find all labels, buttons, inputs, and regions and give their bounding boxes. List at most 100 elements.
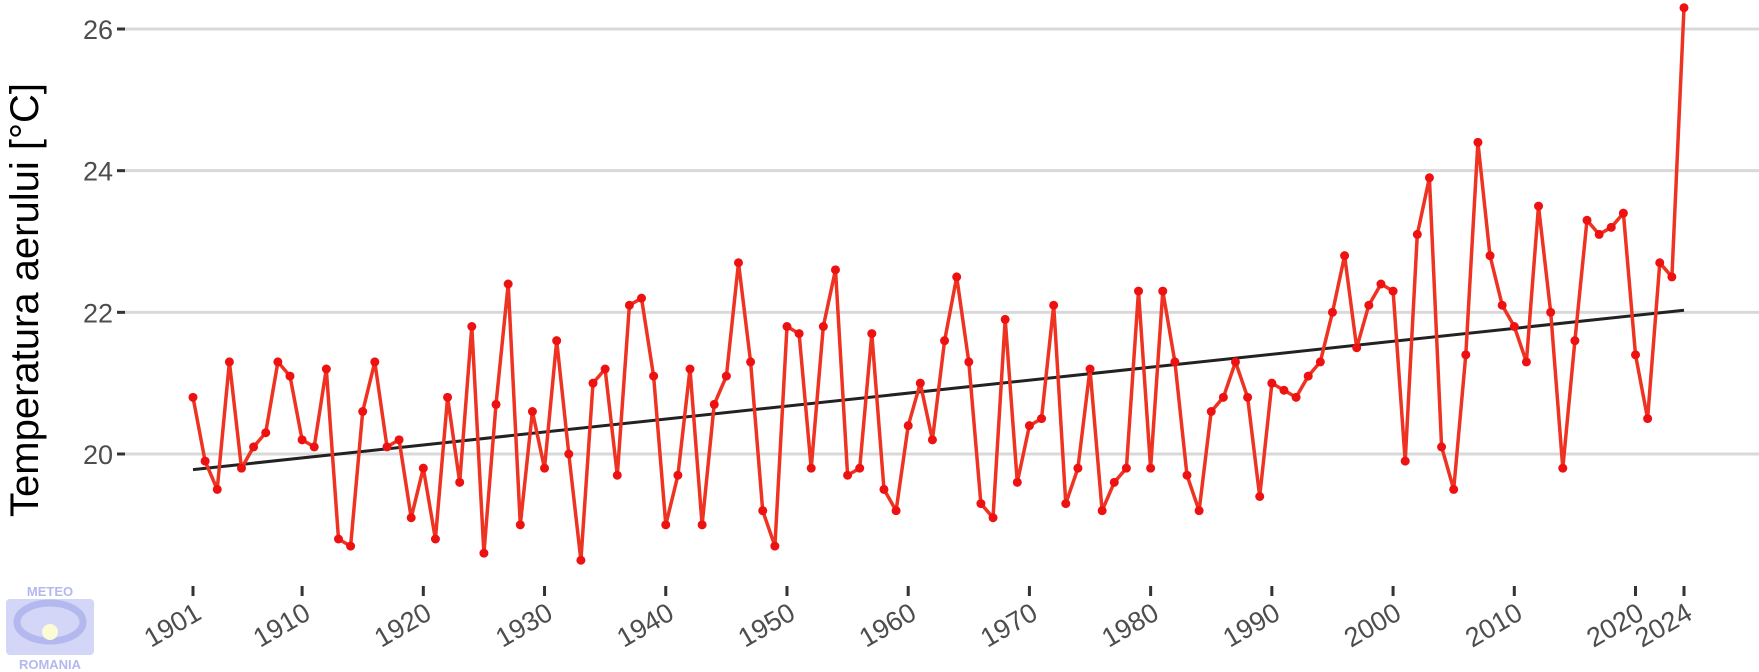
data-point-1969 <box>1012 477 1022 487</box>
data-point-1986 <box>1218 392 1228 402</box>
data-point-1906 <box>249 442 259 452</box>
data-point-1957 <box>867 329 877 339</box>
data-point-1963 <box>940 336 950 346</box>
data-point-1940 <box>661 520 671 530</box>
data-point-1918 <box>394 435 404 445</box>
data-point-1968 <box>1000 314 1010 324</box>
data-point-1971 <box>1037 414 1047 424</box>
data-point-1941 <box>673 470 683 480</box>
data-point-1908 <box>273 357 283 367</box>
data-point-2019 <box>1618 208 1628 218</box>
data-point-1912 <box>321 364 331 374</box>
grid-lines <box>125 27 1759 456</box>
data-point-1958 <box>879 484 889 494</box>
data-point-1916 <box>370 357 380 367</box>
data-point-1989 <box>1255 492 1265 501</box>
data-point-2014 <box>1558 463 1568 473</box>
data-point-1946 <box>733 258 743 268</box>
data-point-1903 <box>212 484 222 494</box>
data-point-1952 <box>806 463 816 473</box>
y-tick-label-22: 22 <box>83 298 113 328</box>
data-point-1948 <box>758 506 768 516</box>
data-point-1966 <box>976 499 986 509</box>
data-point-1905 <box>236 463 246 473</box>
data-point-1997 <box>1352 343 1362 353</box>
data-point-1901 <box>188 392 198 402</box>
data-point-2008 <box>1485 251 1495 261</box>
data-point-1915 <box>358 407 368 416</box>
data-point-1925 <box>479 548 489 558</box>
data-point-1921 <box>430 534 440 544</box>
data-point-1917 <box>382 442 392 452</box>
data-point-1944 <box>709 399 719 409</box>
data-point-1904 <box>224 357 234 367</box>
data-point-1931 <box>552 336 562 346</box>
data-point-1913 <box>333 534 343 544</box>
data-point-1977 <box>1109 477 1119 487</box>
data-point-1985 <box>1206 407 1216 416</box>
data-point-2005 <box>1449 484 1459 494</box>
data-point-1959 <box>891 506 901 516</box>
data-point-1979 <box>1134 286 1144 296</box>
logo-ring <box>13 599 87 645</box>
data-point-1956 <box>855 463 865 473</box>
data-point-1993 <box>1303 371 1313 381</box>
data-point-1949 <box>770 541 780 551</box>
data-point-1960 <box>903 421 913 431</box>
data-point-1910 <box>297 435 307 445</box>
data-point-2012 <box>1534 201 1544 211</box>
data-point-1962 <box>927 435 937 445</box>
data-point-1922 <box>443 392 453 402</box>
x-axis-ticks: 1901 1910 1920 1930 1940 1950 1960 1970 1980 1990… <box>139 586 1697 653</box>
data-point-2017 <box>1594 229 1604 239</box>
x-tick-label-1990: 1990 <box>1218 597 1285 653</box>
data-point-1967 <box>988 513 998 523</box>
data-point-1990 <box>1267 378 1277 388</box>
data-point-1984 <box>1194 506 1204 516</box>
data-point-1991 <box>1279 385 1289 395</box>
data-point-2001 <box>1400 456 1410 466</box>
x-tick-label-1950: 1950 <box>733 597 800 653</box>
data-point-1919 <box>406 513 416 523</box>
data-point-1998 <box>1364 300 1374 310</box>
data-point-1972 <box>1049 300 1059 310</box>
data-point-2016 <box>1582 215 1592 225</box>
data-point-1920 <box>418 463 428 473</box>
data-point-1934 <box>588 378 598 388</box>
data-point-2009 <box>1497 300 1507 310</box>
data-point-1951 <box>794 329 804 339</box>
data-point-1945 <box>721 371 731 381</box>
data-point-1939 <box>649 371 659 381</box>
data-point-1933 <box>576 555 586 565</box>
data-point-1930 <box>540 463 550 473</box>
data-point-1978 <box>1121 463 1131 473</box>
data-point-1955 <box>843 470 853 480</box>
logo-bottom-text: ROMANIA <box>19 657 82 672</box>
x-tick-label-2024: 2024 <box>1630 597 1697 653</box>
data-point-2004 <box>1437 442 1447 452</box>
data-point-1964 <box>952 272 962 282</box>
data-point-1938 <box>637 293 647 303</box>
data-point-1975 <box>1085 364 1095 374</box>
data-point-2015 <box>1570 336 1580 346</box>
data-point-2023 <box>1667 272 1677 282</box>
x-tick-label-1940: 1940 <box>612 597 679 653</box>
data-point-1947 <box>746 357 756 367</box>
y-tick-label-26: 26 <box>83 15 113 45</box>
y-axis-label: Temperatura aerului [°C] <box>3 83 47 517</box>
data-point-1923 <box>455 477 465 487</box>
data-point-1936 <box>612 470 622 480</box>
data-point-2013 <box>1546 307 1556 317</box>
y-tick-label-24: 24 <box>83 157 113 187</box>
data-point-1927 <box>503 279 513 289</box>
data-point-1935 <box>600 364 610 374</box>
data-point-1953 <box>818 322 828 331</box>
x-tick-label-2000: 2000 <box>1339 597 1406 653</box>
data-point-1981 <box>1158 286 1168 296</box>
data-point-1988 <box>1243 392 1253 402</box>
x-tick-label-1930: 1930 <box>491 597 558 653</box>
logo-top-text: METEO <box>27 584 73 599</box>
data-point-2021 <box>1643 414 1653 424</box>
data-point-1995 <box>1327 307 1337 317</box>
